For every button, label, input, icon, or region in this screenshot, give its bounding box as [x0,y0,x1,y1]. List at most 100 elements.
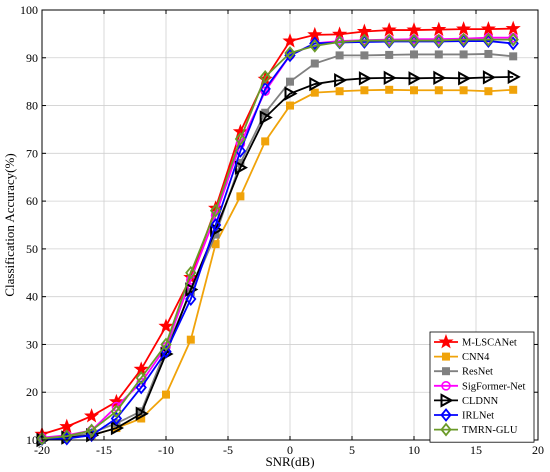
data-point-m-lscanet [505,20,521,36]
data-point-cnn4 [509,85,518,94]
y-tick-label: 90 [26,51,38,65]
y-tick-label: 30 [26,337,38,351]
data-point-tmrn-glu [185,265,197,280]
data-point-tmrn-glu [457,32,470,47]
x-tick-label: 15 [470,443,482,457]
ticks: -20 -15 -10 -5 0 5 10 15 20 10 20 30 40 50 60 70 80 90 100 [20,3,544,457]
data-point-resnet [286,77,294,86]
x-tick-label: 10 [408,443,420,457]
data-point-m-lscanet [158,318,174,333]
data-point-cnn4 [310,88,319,97]
y-tick-label: 100 [20,3,38,17]
y-axis-title: Classification Accuracy(%) [2,153,17,296]
data-point-tmrn-glu [333,35,346,49]
data-point-cnn4 [434,86,443,95]
series-line-resnet [41,53,514,441]
series-tmrn-glu [36,32,519,446]
data-point-resnet [410,50,418,59]
data-point-resnet [509,52,518,61]
legend-item: TMRN-GLU [434,422,518,437]
data-point-cldnn [482,70,496,85]
data-point-cnn4 [410,86,418,95]
data-point-resnet [360,51,369,60]
data-point-tmrn-glu [36,431,48,446]
data-point-cldnn [135,406,149,421]
x-tick-label: 20 [532,443,544,457]
legend-marker [438,334,454,349]
series-m-lscanet [34,20,521,441]
legend-label: TMRN-GLU [462,425,518,436]
data-point-cldnn [458,71,472,86]
data-point-m-lscanet [480,21,496,36]
legend-label: CNN4 [462,352,490,363]
data-point-tmrn-glu [284,46,296,60]
data-point-resnet [310,59,319,68]
data-point-cnn4 [459,86,468,95]
legend-item: SigFormer-Net [434,380,525,392]
data-point-cldnn [185,282,199,297]
legend-marker [441,380,451,391]
data-point-m-lscanet [456,21,472,36]
data-point-resnet [335,51,344,60]
legend-label: ResNet [462,367,493,378]
data-point-tmrn-glu [309,38,321,53]
data-point-tmrn-glu [482,32,495,47]
data-point-irlnet [309,36,321,51]
data-point-irlnet [209,218,222,232]
legend-item: ResNet [434,367,493,378]
x-tick-label: -20 [34,443,50,457]
data-point-cnn4 [162,390,170,399]
x-axis-title: SNR(dB) [265,454,314,469]
data-point-tmrn-glu [85,423,98,438]
legend-marker [442,352,450,361]
data-point-cnn4 [261,137,270,146]
data-point-cnn4 [186,335,195,344]
data-point-resnet [385,50,394,59]
legend-label: SigFormer-Net [462,381,525,392]
y-tick-label: 40 [26,290,38,304]
data-point-tmrn-glu [160,337,172,352]
data-point-resnet [434,50,443,59]
data-point-irlnet [185,292,197,306]
x-tick-label: -10 [158,443,174,457]
data-point-cldnn [433,70,447,86]
data-point-tmrn-glu [209,203,222,218]
legend-marker [442,367,450,376]
data-point-cldnn [110,420,124,436]
data-point-irlnet [110,411,123,426]
data-point-cldnn [507,69,521,85]
x-tick-label: -5 [223,443,233,457]
legend-label: IRLNet [462,411,494,422]
data-point-tmrn-glu [507,32,519,47]
x-tick-label: -15 [96,443,112,457]
data-point-tmrn-glu [110,404,123,419]
data-point-cldnn [408,71,422,86]
legend: M-LSCANet CNN4 ResNet SigFormer-Net CLDNN IRL… [429,331,535,443]
series-layer [34,20,521,448]
data-point-resnet [459,50,468,59]
data-point-m-lscanet [431,21,447,37]
data-point-cldnn [309,76,323,92]
data-point-tmrn-glu [234,132,247,146]
data-point-tmrn-glu [383,33,395,48]
data-point-cldnn [383,70,397,86]
data-point-cnn4 [335,87,344,96]
data-point-cldnn [259,110,273,125]
y-tick-label: 50 [26,242,38,256]
data-point-tmrn-glu [61,429,73,444]
data-point-tmrn-glu [259,69,271,84]
data-point-cldnn [210,222,224,237]
data-point-m-lscanet [406,22,422,37]
data-point-cldnn [334,73,348,88]
data-point-cnn4 [360,86,369,95]
data-point-cldnn [234,160,248,175]
data-point-cnn4 [236,192,245,201]
legend-label: M-LSCANet [462,338,517,349]
legend-item: CLDNN [434,393,499,408]
data-point-m-lscanet [84,408,100,423]
data-point-cnn4 [385,85,394,94]
data-point-tmrn-glu [433,33,445,48]
legend-box [429,331,535,443]
data-point-m-lscanet [381,22,397,37]
